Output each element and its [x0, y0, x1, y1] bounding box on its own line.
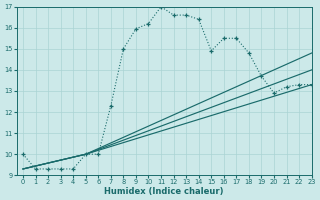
X-axis label: Humidex (Indice chaleur): Humidex (Indice chaleur): [104, 187, 224, 196]
